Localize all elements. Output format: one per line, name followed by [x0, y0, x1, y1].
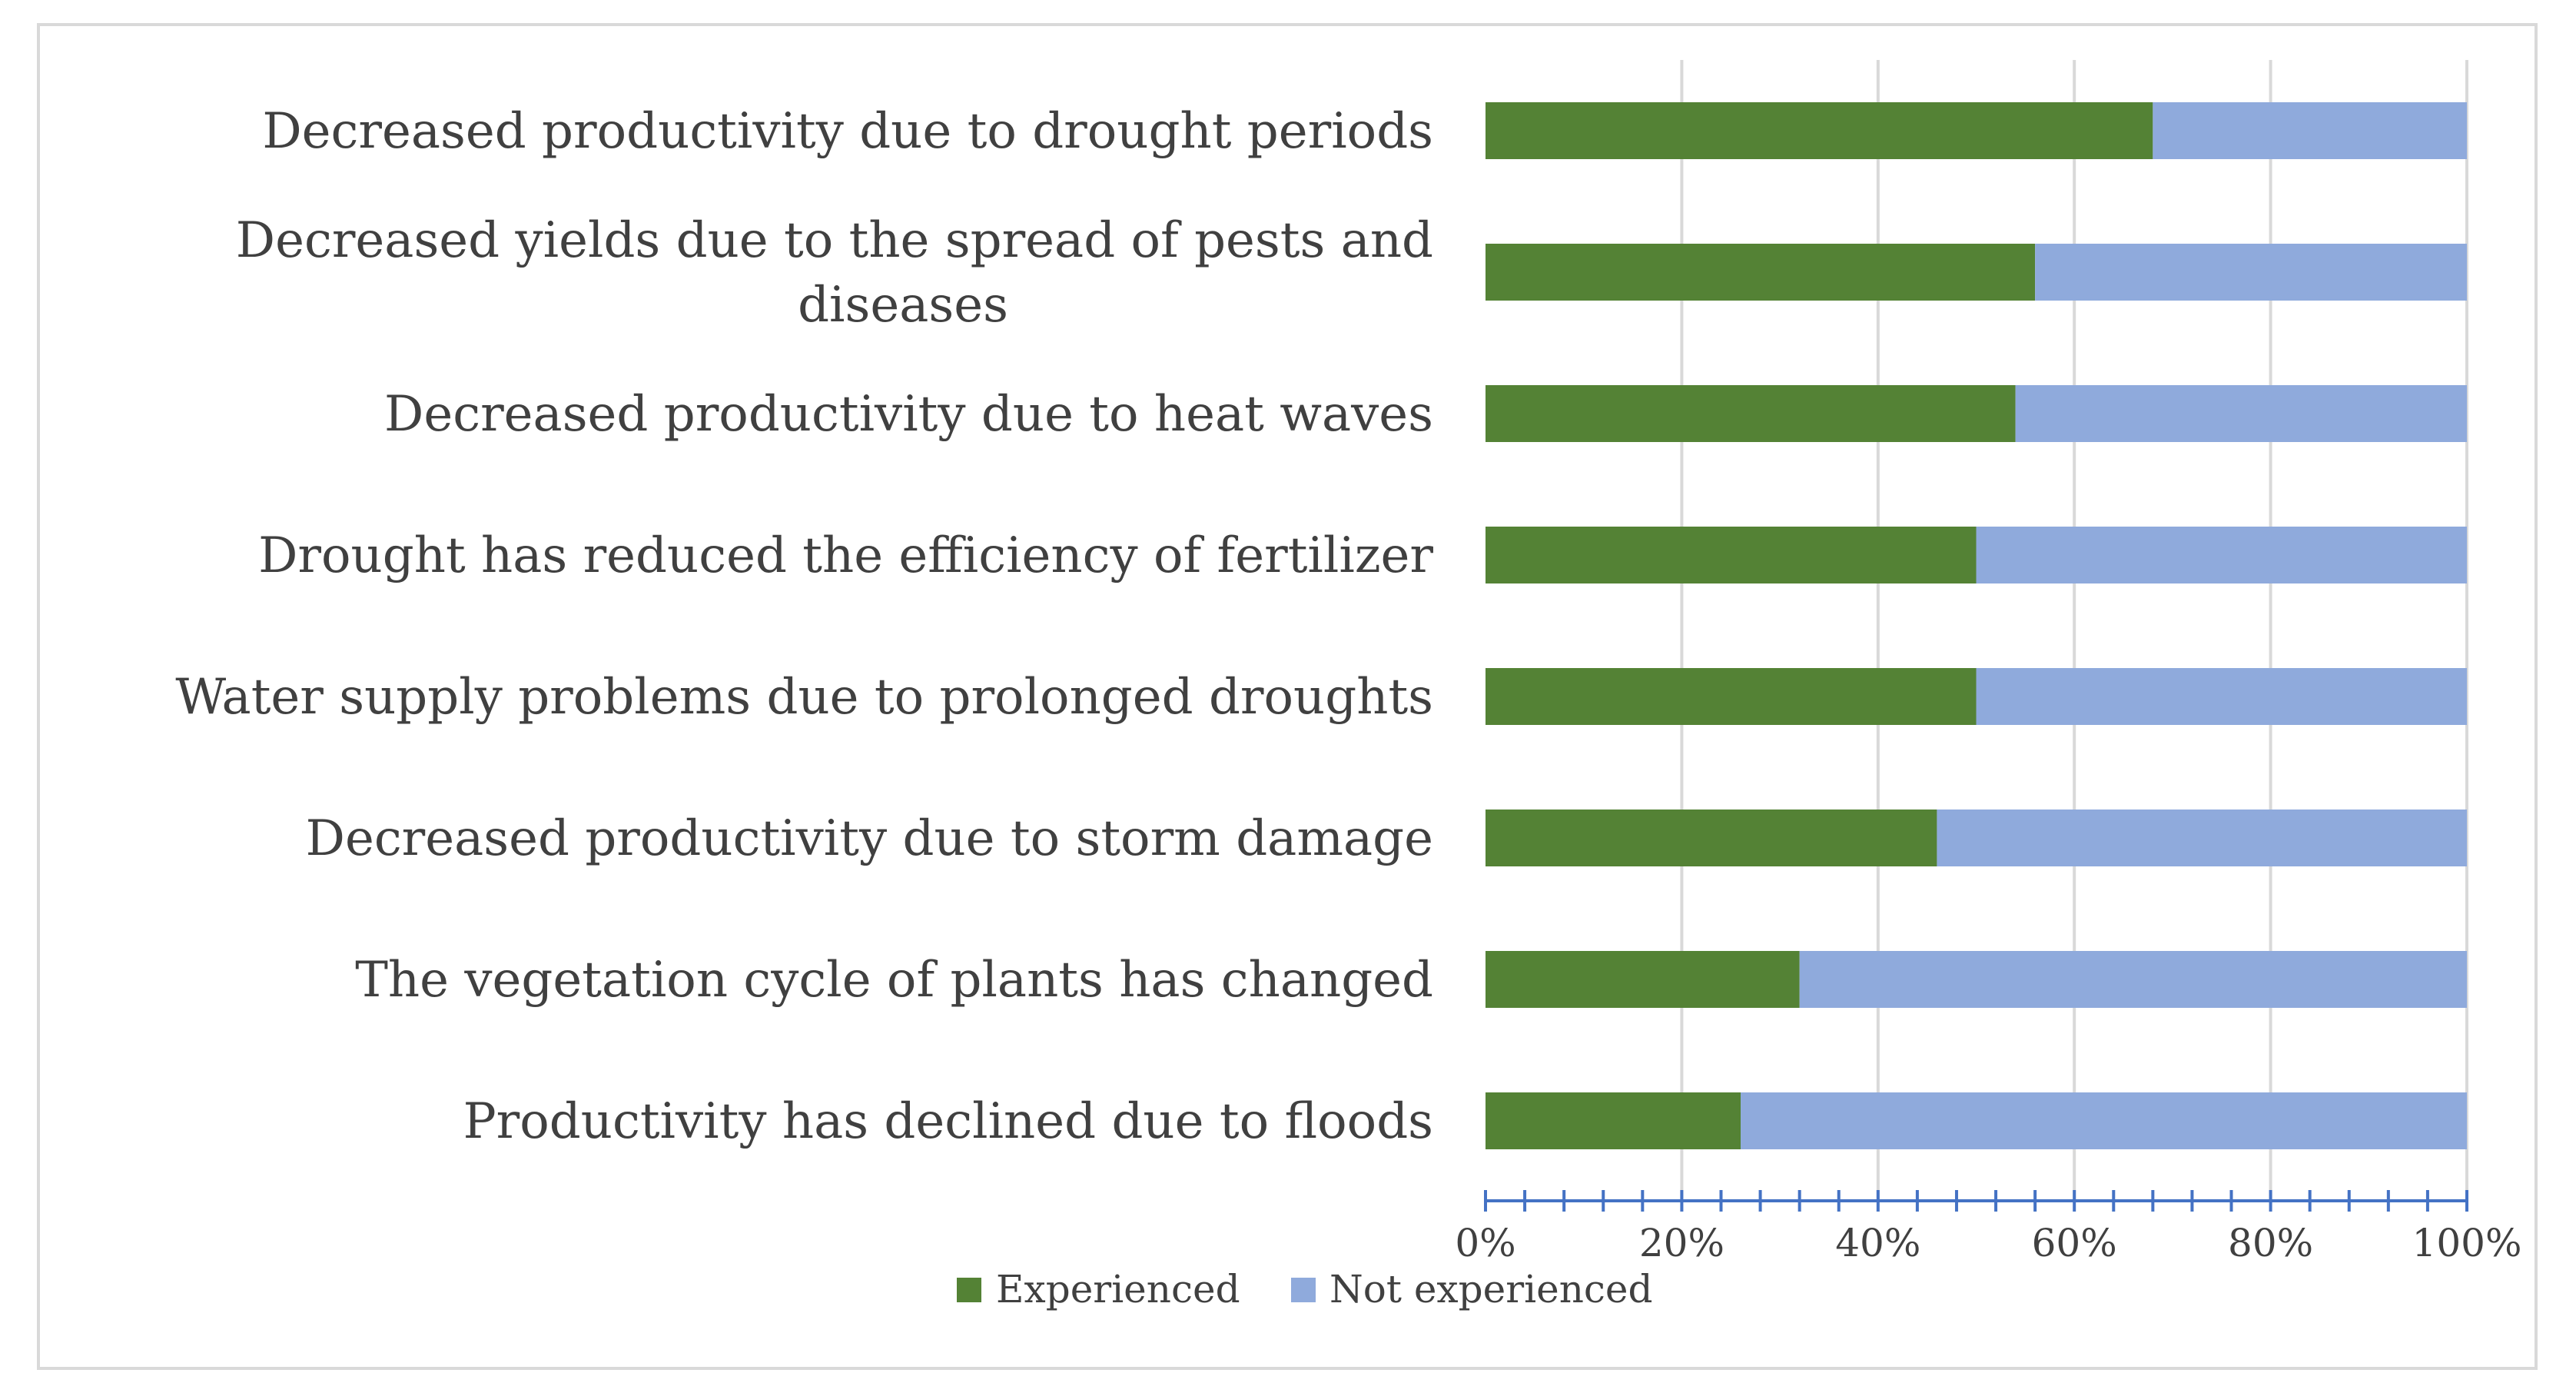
x-tick-label: 0%: [1455, 1221, 1515, 1265]
x-tick-label: 100%: [2412, 1221, 2522, 1265]
category-label: Decreased productivity due to storm dama…: [306, 810, 1433, 867]
legend: Experienced Not experienced: [957, 1267, 1653, 1312]
bar-not-experienced: [1937, 810, 2467, 866]
bar-experienced: [1486, 951, 1800, 1008]
category-labels: Decreased productivity due to drought pe…: [175, 103, 1433, 1150]
bar-not-experienced: [1799, 951, 2467, 1008]
bars: [1486, 102, 2467, 1149]
bar-experienced: [1486, 244, 2036, 301]
legend-swatch: [957, 1278, 981, 1302]
category-label: The vegetation cycle of plants has chang…: [355, 952, 1433, 1009]
bar-not-experienced: [2015, 385, 2467, 442]
category-label: Decreased productivity due to drought pe…: [262, 103, 1433, 160]
legend-label: Not experienced: [1329, 1267, 1653, 1312]
x-tick-label: 20%: [1639, 1221, 1725, 1265]
legend-label: Experienced: [996, 1267, 1240, 1312]
bar-experienced: [1486, 1092, 1741, 1149]
category-label: Drought has reduced the efficiency of fe…: [258, 527, 1433, 584]
category-label: diseases: [798, 277, 1008, 334]
legend-swatch: [1291, 1278, 1316, 1302]
bar-not-experienced: [2035, 244, 2467, 301]
category-label: Decreased productivity due to heat waves: [384, 386, 1433, 443]
bar-experienced: [1486, 102, 2153, 159]
bar-not-experienced: [1976, 668, 2467, 725]
x-tick-label: 40%: [1835, 1221, 1920, 1265]
bar-not-experienced: [2153, 102, 2467, 159]
category-label: Productivity has declined due to floods: [463, 1093, 1433, 1150]
bar-experienced: [1486, 527, 1977, 583]
category-label: Water supply problems due to prolonged d…: [175, 669, 1433, 726]
bar-experienced: [1486, 385, 2016, 442]
x-tick-label: 60%: [2032, 1221, 2117, 1265]
x-axis: 0% 20% 40% 60% 80% 100%: [1455, 1190, 2521, 1265]
gridlines: [1680, 60, 2468, 1201]
bar-experienced: [1486, 810, 1937, 866]
x-tick-label: 80%: [2228, 1221, 2313, 1265]
bar-not-experienced: [1976, 527, 2467, 583]
bar-experienced: [1486, 668, 1977, 725]
category-label: Decreased yields due to the spread of pe…: [236, 212, 1433, 269]
bar-not-experienced: [1741, 1092, 2467, 1149]
